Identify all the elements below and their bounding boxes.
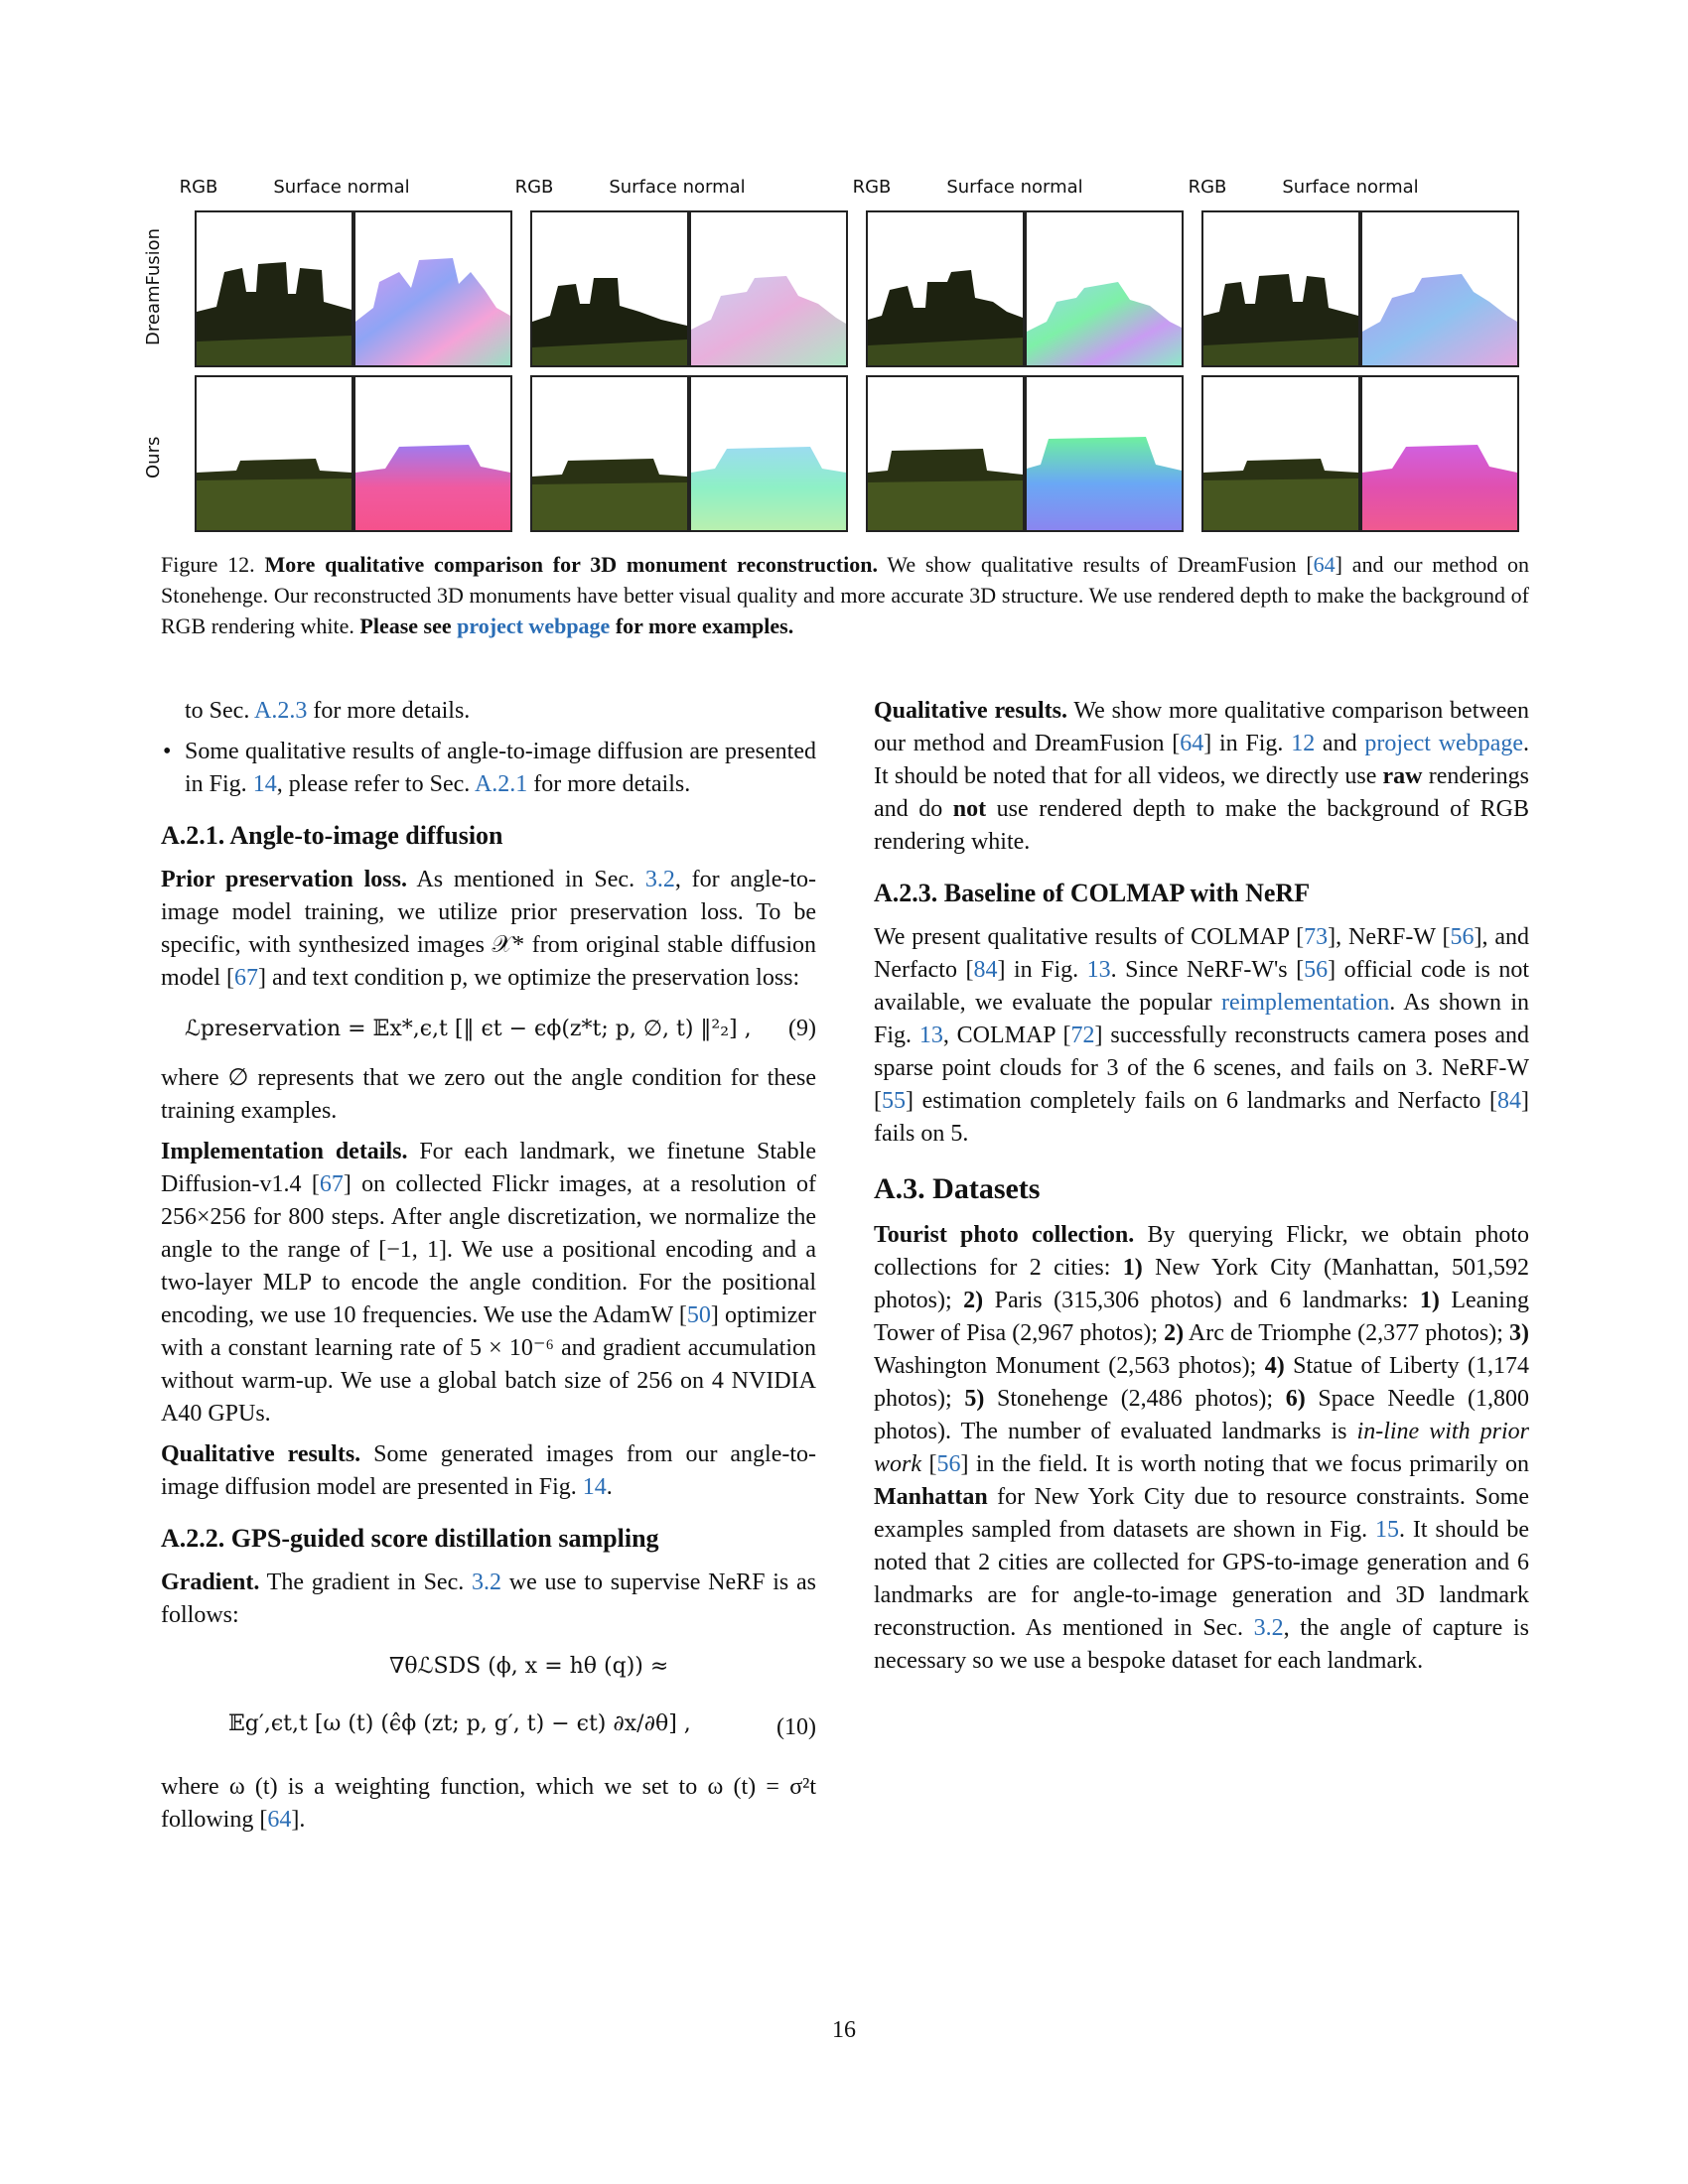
row-label-dreamfusion: DreamFusion bbox=[143, 227, 164, 345]
paragraph: Prior preservation loss. As mentioned in… bbox=[161, 867, 817, 991]
equation-body: ℒpreservation = 𝔼x*,ϵ,t [‖ ϵt − ϵϕ(z*t; … bbox=[185, 1017, 752, 1041]
dreamfusion-rgb-view-2 bbox=[530, 210, 689, 367]
dreamfusion-rgb-view-1 bbox=[195, 210, 353, 367]
figure-12: RGB Surface normal RGB Surface normal RG… bbox=[143, 177, 1529, 534]
citation-link[interactable]: 64 bbox=[1180, 731, 1204, 756]
caption-bold: for more examples. bbox=[615, 614, 794, 638]
paragraph: Gradient. The gradient in Sec. 3.2 we us… bbox=[161, 1570, 816, 1628]
dreamfusion-rgb-view-3 bbox=[866, 210, 1025, 367]
dreamfusion-normal-view-4 bbox=[1360, 210, 1519, 367]
figure-link[interactable]: 14 bbox=[582, 1474, 607, 1500]
citation-link[interactable]: 67 bbox=[233, 965, 258, 991]
ours-normal-view-2 bbox=[689, 375, 848, 532]
caption-label: Figure 12. bbox=[161, 552, 255, 577]
ours-rgb-view-2 bbox=[530, 375, 689, 532]
col-label-surface-normal: Surface normal bbox=[609, 177, 746, 198]
figure-link[interactable]: 15 bbox=[1375, 1517, 1400, 1543]
list-continuation: to Sec. A.2.3 for more details. bbox=[185, 698, 471, 724]
ours-rgb-view-1 bbox=[195, 375, 353, 532]
ours-normal-view-3 bbox=[1025, 375, 1184, 532]
citation-link[interactable]: 72 bbox=[1070, 1023, 1095, 1048]
dreamfusion-normal-view-2 bbox=[689, 210, 848, 367]
ours-normal-view-1 bbox=[353, 375, 512, 532]
citation-link[interactable]: 84 bbox=[973, 957, 998, 983]
equation-number: (9) bbox=[788, 1016, 816, 1041]
equation-line: ∇θℒSDS (ϕ, x = hθ (q)) ≈ bbox=[389, 1654, 669, 1679]
caption-bold: Please see bbox=[359, 614, 452, 638]
ours-rgb-view-3 bbox=[866, 375, 1025, 532]
list-item: Some qualitative results of angle-to-ima… bbox=[161, 736, 816, 801]
project-webpage-link[interactable]: project webpage bbox=[1364, 731, 1524, 756]
paragraph: Tourist photo collection. By querying Fl… bbox=[874, 1222, 1530, 1674]
equation-line: 𝔼g′,ϵt,t [ω (t) (ϵ̂ϕ (zt; p, g′, t) − ϵt… bbox=[228, 1711, 691, 1736]
section-link[interactable]: 3.2 bbox=[1253, 1615, 1284, 1641]
paragraph: Qualitative results. We show more qualit… bbox=[874, 698, 1530, 855]
citation-link[interactable]: 67 bbox=[319, 1171, 344, 1197]
figure-link[interactable]: 12 bbox=[1291, 731, 1316, 756]
equation-9: ℒpreservation = 𝔼x*,ϵ,t [‖ ϵt − ϵϕ(z*t; … bbox=[161, 1009, 816, 1048]
citation-link[interactable]: 56 bbox=[936, 1451, 961, 1477]
heading-a21: A.2.1. Angle-to-image diffusion bbox=[161, 821, 503, 850]
paragraph: Implementation details. For each landmar… bbox=[161, 1139, 817, 1427]
caption-text: ] and our method on Stonehenge. Our reco… bbox=[161, 552, 1530, 638]
citation-link[interactable]: 56 bbox=[1450, 924, 1475, 950]
citation-link[interactable]: 64 bbox=[1313, 552, 1336, 577]
heading-a22: A.2.2. GPS-guided score distillation sam… bbox=[161, 1524, 659, 1553]
equation-10: ∇θℒSDS (ϕ, x = hθ (q)) ≈ 𝔼g′,ϵt,t [ω (t)… bbox=[161, 1642, 816, 1761]
left-column: to Sec. A.2.3 for more details. Some qua… bbox=[161, 695, 816, 1844]
caption-title: More qualitative comparison for 3D monum… bbox=[264, 552, 878, 577]
dreamfusion-rgb-view-4 bbox=[1201, 210, 1360, 367]
caption-text: We show qualitative results of DreamFusi… bbox=[887, 552, 1314, 577]
figure-link[interactable]: 13 bbox=[918, 1023, 943, 1048]
citation-link[interactable]: 55 bbox=[882, 1088, 906, 1114]
dreamfusion-normal-view-1 bbox=[353, 210, 512, 367]
figure-link[interactable]: 14 bbox=[252, 771, 277, 797]
row-label-ours: Ours bbox=[143, 436, 164, 478]
reimplementation-link[interactable]: reimplementation bbox=[1220, 990, 1390, 1016]
paragraph: Qualitative results. Some generated imag… bbox=[161, 1441, 817, 1500]
citation-link[interactable]: 84 bbox=[1497, 1088, 1521, 1114]
col-label-surface-normal: Surface normal bbox=[1282, 177, 1419, 198]
paragraph: We present qualitative results of COLMAP… bbox=[874, 924, 1530, 1147]
col-label-surface-normal: Surface normal bbox=[946, 177, 1083, 198]
heading-a23: A.2.3. Baseline of COLMAP with NeRF bbox=[874, 879, 1311, 907]
section-link[interactable]: 3.2 bbox=[472, 1570, 501, 1595]
col-label-rgb: RGB bbox=[514, 177, 554, 198]
paragraph: where ∅ represents that we zero out the … bbox=[161, 1065, 816, 1124]
figure-caption: Figure 12. More qualitative comparison f… bbox=[161, 549, 1529, 641]
paragraph: where ω (t) is a weighting function, whi… bbox=[161, 1774, 816, 1833]
citation-link[interactable]: 64 bbox=[267, 1807, 292, 1833]
col-label-rgb: RGB bbox=[179, 177, 218, 198]
heading-a3: A.3. Datasets bbox=[874, 1172, 1041, 1205]
section-link[interactable]: 3.2 bbox=[644, 867, 675, 892]
col-label-rgb: RGB bbox=[1188, 177, 1227, 198]
equation-number: (10) bbox=[776, 1714, 816, 1740]
section-link[interactable]: A.2.1 bbox=[474, 771, 528, 797]
dreamfusion-normal-view-3 bbox=[1025, 210, 1184, 367]
citation-link[interactable]: 50 bbox=[686, 1302, 711, 1328]
ours-rgb-view-4 bbox=[1201, 375, 1360, 532]
citation-link[interactable]: 56 bbox=[1304, 957, 1329, 983]
page-number: 16 bbox=[832, 2017, 856, 2043]
figure-link[interactable]: 13 bbox=[1086, 957, 1111, 983]
citation-link[interactable]: 73 bbox=[1304, 924, 1329, 950]
col-label-rgb: RGB bbox=[852, 177, 892, 198]
right-column: Qualitative results. We show more qualit… bbox=[874, 695, 1529, 1686]
section-link[interactable]: A.2.3 bbox=[254, 698, 308, 724]
project-webpage-link[interactable]: project webpage bbox=[457, 614, 611, 638]
col-label-surface-normal: Surface normal bbox=[273, 177, 410, 198]
ours-normal-view-4 bbox=[1360, 375, 1519, 532]
